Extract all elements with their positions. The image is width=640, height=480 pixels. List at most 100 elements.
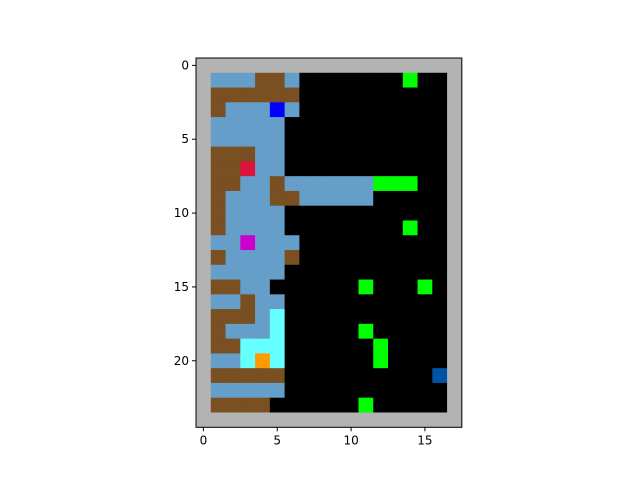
cell-empty [417,220,433,236]
cell-dirt [225,309,241,325]
cell-floor [225,205,241,221]
cell-wall [196,235,212,251]
cell-empty [373,397,389,413]
cell-dirt [269,72,286,88]
cell-floor [314,190,330,207]
cell-empty [314,382,330,399]
cell-floor [269,117,286,133]
cell-empty [314,117,330,133]
cell-empty [343,102,359,118]
cell-empty [388,117,404,133]
cell-empty [358,205,374,221]
y-tick-label: 15 [174,280,189,294]
cell-empty [388,220,404,236]
cell-dirt [210,102,226,118]
cell-floor [255,294,271,310]
cell-dirt [210,323,226,340]
cell-wall [196,323,212,340]
cell-empty [388,235,404,251]
cell-empty [328,397,345,413]
cell-floor [240,102,256,118]
cell-dirt [240,87,256,103]
cell-wall [196,146,212,162]
cell-dirt [210,368,226,384]
cell-empty [432,205,448,221]
cell-dirt [210,87,226,103]
cell-empty [328,72,345,88]
cell-empty [284,264,300,280]
cell-wall [284,412,300,428]
cell-floor [255,279,271,295]
cell-floor [255,382,271,399]
y-tick-label: 20 [174,354,189,368]
cell-floor [314,176,330,192]
cell-empty [402,294,418,310]
cell-empty [373,190,389,207]
cell-empty [432,87,448,103]
cell-green-tile [373,176,389,192]
cell-empty [402,353,418,369]
cell-empty [402,205,418,221]
cell-wall [255,58,271,74]
cell-empty [328,87,345,103]
cell-wall [447,58,463,74]
cell-wall [196,309,212,325]
cell-empty [402,131,418,148]
cell-wall [358,58,374,74]
cell-dirt [225,338,241,354]
cell-wall [240,58,256,74]
cell-cyan-tile [269,338,286,354]
cell-floor [225,250,241,266]
cell-green-tile [402,72,418,88]
cell-wall [314,412,330,428]
cell-empty [432,382,448,399]
cell-wall [196,205,212,221]
cell-empty [388,131,404,148]
cell-wall [196,176,212,192]
cell-floor [269,205,286,221]
cell-empty [284,117,300,133]
cell-empty [417,353,433,369]
cell-empty [328,131,345,148]
cell-floor [255,309,271,325]
cell-wall [196,102,212,118]
cell-dirt [225,176,241,192]
cell-empty [432,72,448,88]
cell-empty [417,338,433,354]
cell-cyan-tile [269,309,286,325]
cell-wall [447,117,463,133]
cell-empty [314,309,330,325]
cell-dirt [210,176,226,192]
cell-empty [299,220,315,236]
cell-empty [417,72,433,88]
cell-empty [358,294,374,310]
cell-floor [240,323,256,340]
cell-empty [314,279,330,295]
cell-floor [225,72,241,88]
cell-wall [447,309,463,325]
cell-wall [447,161,463,177]
cell-empty [299,117,315,133]
cell-floor [358,190,374,207]
cell-floor [358,176,374,192]
cell-wall [447,353,463,369]
cell-empty [299,161,315,177]
cell-wall [373,58,389,74]
cell-empty [328,205,345,221]
cell-red-object [240,161,256,177]
cell-dirt [210,205,226,221]
cell-empty [299,87,315,103]
cell-empty [417,190,433,207]
cell-empty [284,397,300,413]
cell-wall [447,338,463,354]
cell-floor [284,235,300,251]
cell-wall [196,412,212,428]
cell-wall [447,323,463,340]
cell-empty [343,250,359,266]
cell-empty [299,264,315,280]
cell-empty [417,323,433,340]
cell-wall [447,412,463,428]
cell-dirt [210,250,226,266]
cell-wall [196,397,212,413]
cell-empty [373,235,389,251]
